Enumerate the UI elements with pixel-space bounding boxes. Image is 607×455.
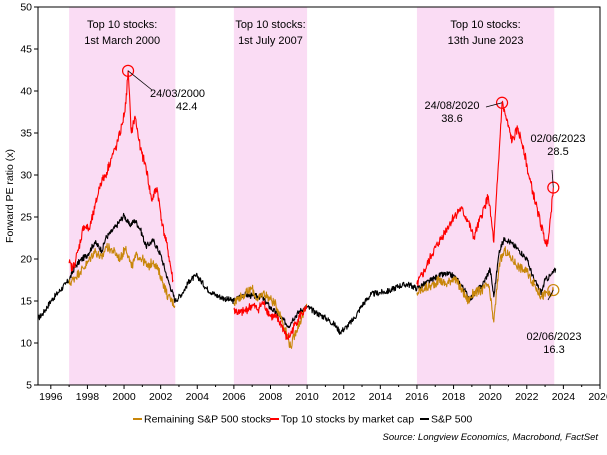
x-axis-ticks: 1996 1998 2000 2002 2004 2006 2008 2010 2012 2014… bbox=[39, 385, 607, 403]
y-axis-label: Forward PE ratio (x) bbox=[4, 149, 16, 243]
annotation-marker-1 bbox=[495, 96, 509, 109]
shaded-period-0 bbox=[69, 7, 176, 385]
x-tick-label: 1996 bbox=[39, 391, 63, 403]
y-tick-label: 50 bbox=[20, 2, 32, 14]
shaded-period-labels: Top 10 stocks: 1st March 2000 Top 10 stock… bbox=[84, 19, 523, 47]
x-tick-label: 2004 bbox=[186, 391, 210, 403]
plot-frame bbox=[37, 6, 601, 386]
annotation-leader-3 bbox=[547, 289, 554, 301]
x-tick-label: 2024 bbox=[552, 391, 576, 403]
annotation-leader-2 bbox=[551, 169, 554, 188]
annotation-marker-0 bbox=[121, 64, 135, 77]
legend-label-0: Remaining S&P 500 stocks bbox=[144, 414, 271, 426]
x-tick-label: 2026 bbox=[588, 391, 607, 403]
x-tick-label: 2012 bbox=[332, 391, 356, 403]
legend-label-1: Top 10 stocks by market cap bbox=[281, 414, 414, 426]
annotation-leader-0 bbox=[127, 70, 153, 91]
y-tick-label: 30 bbox=[20, 170, 32, 182]
x-tick-label: 2014 bbox=[369, 391, 393, 403]
shaded-period-date-1: 1st July 2007 bbox=[238, 35, 303, 47]
shaded-period-date-0: 1st March 2000 bbox=[84, 35, 160, 47]
shaded-period-title-1: Top 10 stocks: bbox=[235, 19, 305, 31]
y-tick-label: 35 bbox=[20, 128, 32, 140]
annotation-value-1: 38.6 bbox=[441, 113, 462, 125]
shaded-period-title-0: Top 10 stocks: bbox=[87, 19, 157, 31]
shaded-period-date-2: 13th June 2023 bbox=[448, 35, 524, 47]
y-tick-label: 5 bbox=[26, 380, 32, 392]
annotation-date-3: 02/06/2023 bbox=[526, 331, 581, 343]
x-tick-label: 2000 bbox=[112, 391, 136, 403]
x-tick-label: 2018 bbox=[442, 391, 466, 403]
shaded-period-title-2: Top 10 stocks: bbox=[450, 19, 520, 31]
annotation-value-2: 28.5 bbox=[547, 146, 568, 158]
y-tick-label: 25 bbox=[20, 212, 32, 224]
shaded-period-2 bbox=[416, 7, 555, 385]
annotation-marker-2 bbox=[547, 181, 560, 194]
x-tick-label: 2020 bbox=[478, 391, 502, 403]
annotation-date-2: 02/06/2023 bbox=[530, 133, 585, 145]
x-tick-label: 2002 bbox=[149, 391, 173, 403]
shaded-periods bbox=[69, 7, 555, 385]
x-tick-label: 2022 bbox=[515, 391, 539, 403]
y-tick-label: 45 bbox=[20, 44, 32, 56]
shaded-period-1 bbox=[233, 7, 308, 385]
annotation-leader-1 bbox=[485, 102, 503, 108]
y-tick-label: 40 bbox=[20, 86, 32, 98]
y-tick-label: 15 bbox=[20, 296, 32, 308]
annotation-date-0: 24/03/2000 bbox=[150, 88, 205, 100]
annotation-date-1: 24/08/2020 bbox=[424, 100, 479, 112]
y-axis-ticks: 5 10 15 20 25 30 35 40 45 50 bbox=[20, 2, 38, 392]
y-tick-label: 10 bbox=[20, 338, 32, 350]
x-tick-label: 2016 bbox=[405, 391, 429, 403]
x-tick-label: 2010 bbox=[295, 391, 319, 403]
series-line-top-10-stocks-by-market-cap bbox=[68, 70, 554, 341]
annotation-value-0: 42.4 bbox=[176, 101, 197, 113]
x-tick-label: 2006 bbox=[222, 391, 246, 403]
x-tick-label: 2008 bbox=[259, 391, 283, 403]
legend: Remaining S&P 500 stocks Top 10 stocks by… bbox=[133, 414, 472, 426]
annotation-marker-3 bbox=[547, 283, 560, 297]
x-tick-label: 1998 bbox=[76, 391, 100, 403]
y-tick-label: 20 bbox=[20, 254, 32, 266]
annotation-value-3: 16.3 bbox=[543, 344, 564, 356]
series-lines bbox=[37, 70, 557, 349]
legend-label-2: S&P 500 bbox=[431, 414, 472, 426]
source-note: Source: Longview Economics, Macrobond, F… bbox=[383, 432, 599, 443]
series-line-remaining-s-p-500-stocks bbox=[68, 242, 554, 349]
